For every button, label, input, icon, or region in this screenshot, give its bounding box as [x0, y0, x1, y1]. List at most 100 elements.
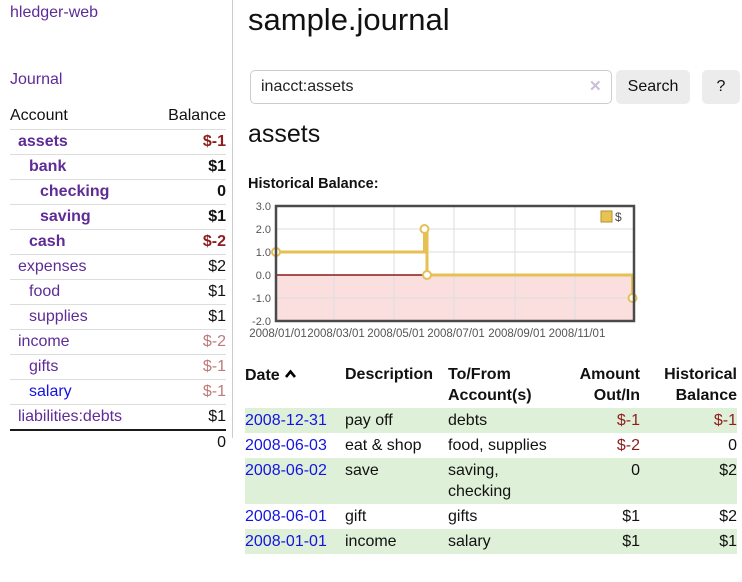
transaction-amount: $-2: [560, 433, 640, 458]
column-header-balance: Historical Balance: [640, 362, 737, 408]
sidebar-divider: [232, 0, 233, 438]
data-point: [629, 294, 637, 302]
clear-search-icon[interactable]: ✕: [589, 78, 602, 96]
account-balance: $2: [152, 255, 226, 280]
y-axis-labels: 3.0 2.0 1.0 0.0 -1.0 -2.0: [252, 201, 271, 328]
account-balance: $-2: [152, 330, 226, 355]
x-axis-labels: 2008/01/01 2008/03/01 2008/05/01 2008/07…: [249, 328, 605, 340]
transaction-accounts: salary: [448, 529, 560, 554]
search-button[interactable]: Search: [616, 70, 690, 104]
account-link-cash[interactable]: cash: [29, 233, 65, 250]
account-link-expenses[interactable]: expenses: [18, 258, 87, 275]
x-tick: 2008/07/01: [427, 328, 485, 340]
account-link-checking[interactable]: checking: [40, 183, 109, 200]
transaction-row: 2008-06-01 gift gifts $1 $2: [245, 504, 737, 529]
account-balance: $-1: [152, 130, 226, 155]
account-row-checking: checking 0: [10, 180, 226, 205]
x-tick: 2008/09/01: [488, 328, 546, 340]
account-balance: $-1: [152, 380, 226, 405]
legend-label: $: [615, 210, 622, 224]
account-row-salary: salary $-1: [10, 380, 226, 405]
help-button[interactable]: ?: [702, 70, 740, 104]
transaction-date-link[interactable]: 2008-06-03: [245, 437, 327, 454]
data-point: [423, 271, 431, 279]
column-header-tofrom: To/From Account(s): [448, 362, 560, 408]
account-link-bank[interactable]: bank: [29, 158, 66, 175]
account-balance: $-1: [152, 355, 226, 380]
transaction-accounts: debts: [448, 408, 560, 433]
y-tick: 0.0: [256, 270, 271, 282]
account-column-header: Account: [10, 104, 152, 130]
transaction-description: pay off: [345, 408, 448, 433]
account-balance: $1: [152, 405, 226, 431]
chart-legend: $: [601, 210, 622, 224]
date-header-label: Date: [245, 367, 280, 384]
account-total-row: 0: [10, 430, 226, 455]
account-balance: $-2: [152, 230, 226, 255]
transaction-accounts: gifts: [448, 504, 560, 529]
transaction-date-link[interactable]: 2008-01-01: [245, 533, 327, 550]
transaction-balance: $-1: [640, 408, 737, 433]
transaction-row: 2008-06-03 eat & shop food, supplies $-2…: [245, 433, 737, 458]
account-row-expenses: expenses $2: [10, 255, 226, 280]
legend-swatch-icon: [601, 211, 612, 222]
transaction-balance: $1: [640, 529, 737, 554]
account-link-supplies[interactable]: supplies: [29, 308, 88, 325]
transaction-amount: $1: [560, 504, 640, 529]
transaction-accounts: saving, checking: [448, 458, 560, 504]
account-balance: $1: [152, 280, 226, 305]
account-row-cash: cash $-2: [10, 230, 226, 255]
transaction-date-link[interactable]: 2008-06-02: [245, 462, 327, 479]
account-link-food[interactable]: food: [29, 283, 60, 300]
x-tick: 2008/01/01: [249, 328, 307, 340]
transaction-description: gift: [345, 504, 448, 529]
transaction-row: 2008-06-02 save saving, checking 0 $2: [245, 458, 737, 504]
x-tick: 2008/11/01: [549, 328, 606, 340]
page-title: sample.journal: [248, 0, 450, 40]
x-tick: 2008/05/01: [367, 328, 425, 340]
account-row-income: income $-2: [10, 330, 226, 355]
account-page-heading: assets: [248, 120, 320, 149]
historical-balance-chart: $ 3.0 2.0 1.0 0.0 -1.0 -2.0 2008/01/01 2…: [240, 200, 742, 344]
account-link-salary[interactable]: salary: [29, 383, 72, 400]
account-row-gifts: gifts $-1: [10, 355, 226, 380]
balance-column-header: Balance: [152, 104, 226, 130]
column-header-amount: Amount Out/In: [560, 362, 640, 408]
accounts-total-value: 0: [152, 430, 226, 455]
account-balance: $1: [152, 305, 226, 330]
register-table: Date Description To/From Account(s) Amou…: [245, 362, 737, 554]
account-row-food: food $1: [10, 280, 226, 305]
transaction-date-link[interactable]: 2008-06-01: [245, 508, 327, 525]
account-row-assets: assets $-1: [10, 130, 226, 155]
y-tick: 3.0: [256, 201, 271, 213]
account-balance: 0: [152, 180, 226, 205]
transaction-balance: $2: [640, 504, 737, 529]
sidebar-item-journal[interactable]: Journal: [10, 71, 62, 89]
account-row-saving: saving $1: [10, 205, 226, 230]
column-header-description: Description: [345, 362, 448, 408]
y-tick: -2.0: [252, 316, 271, 328]
transaction-date-link[interactable]: 2008-12-31: [245, 412, 327, 429]
search-input[interactable]: [250, 70, 612, 104]
y-tick: 1.0: [256, 247, 271, 259]
transaction-amount: $1: [560, 529, 640, 554]
data-point: [421, 225, 429, 233]
account-link-income[interactable]: income: [18, 333, 70, 350]
account-balance-table: Account Balance assets $-1 bank $1 check…: [10, 104, 226, 455]
transaction-description: eat & shop: [345, 433, 448, 458]
chart-title: Historical Balance:: [248, 176, 379, 192]
y-tick: 2.0: [256, 224, 271, 236]
account-link-assets[interactable]: assets: [18, 133, 68, 150]
account-link-saving[interactable]: saving: [40, 208, 91, 225]
transaction-amount: 0: [560, 458, 640, 504]
account-table-header: Account Balance: [10, 104, 226, 130]
transaction-balance: $2: [640, 458, 737, 504]
account-row-liabilities-debts: liabilities:debts $1: [10, 405, 226, 431]
transaction-accounts: food, supplies: [448, 433, 560, 458]
y-tick: -1.0: [252, 293, 271, 305]
transaction-row: 2008-01-01 income salary $1 $1: [245, 529, 737, 554]
account-link-gifts[interactable]: gifts: [29, 358, 58, 375]
account-link-liabilities-debts[interactable]: liabilities:debts: [18, 408, 122, 425]
transaction-balance: 0: [640, 433, 737, 458]
app-brand-link[interactable]: hledger-web: [10, 4, 98, 22]
